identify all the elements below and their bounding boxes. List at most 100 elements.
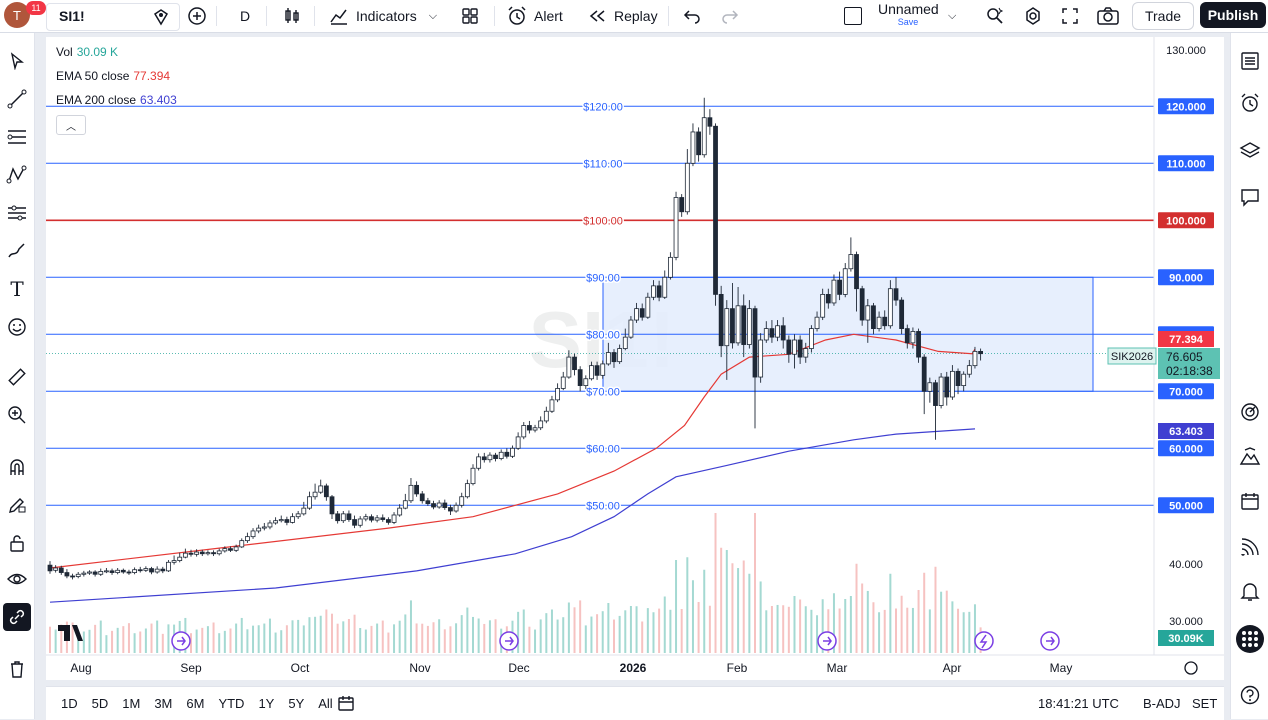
layout-checkbox[interactable] <box>844 0 862 32</box>
emoji-tool[interactable] <box>3 313 31 341</box>
volume-bar <box>398 620 401 653</box>
magnet-tool[interactable] <box>3 453 31 481</box>
text-tool[interactable]: T <box>3 275 31 303</box>
volume-bar <box>297 619 300 653</box>
timeframe-5d-button[interactable]: 5D <box>91 695 109 711</box>
candle <box>673 191 679 261</box>
candle-body <box>865 305 871 321</box>
symbol-watch-icon[interactable] <box>151 7 171 27</box>
publish-button[interactable]: Publish <box>1200 2 1266 28</box>
watchlist-button[interactable] <box>1236 47 1264 75</box>
volume-bar <box>658 608 661 653</box>
candle-body <box>673 197 679 258</box>
timeframe-1m-button[interactable]: 1M <box>122 695 141 711</box>
hide-drawings-tool[interactable] <box>3 565 31 593</box>
volume-bar <box>765 610 768 653</box>
layout-menu-chevron-icon[interactable]: ⌵ <box>948 9 957 22</box>
apps-button[interactable] <box>1236 625 1264 653</box>
axis-settings-icon[interactable] <box>1184 661 1198 675</box>
volume-bar <box>900 595 903 653</box>
snapshot-button[interactable] <box>1096 0 1120 32</box>
target-button[interactable] <box>1236 398 1264 426</box>
level-label: $100.00 <box>583 215 623 227</box>
stay-drawing-tool[interactable] <box>3 491 31 519</box>
layout-name-button[interactable]: Unnamed Save <box>878 1 939 27</box>
trend-line-icon <box>7 89 27 109</box>
sync-drawings-tool[interactable] <box>3 603 31 631</box>
timeframe-3m-button[interactable]: 3M <box>154 695 173 711</box>
redo-button[interactable] <box>720 0 740 32</box>
notifications-button[interactable] <box>1236 577 1264 605</box>
candle <box>628 316 634 339</box>
candle <box>256 524 262 534</box>
adjustment-toggle[interactable]: B-ADJ <box>1143 695 1181 711</box>
candle <box>126 569 132 575</box>
chart-pane[interactable]: SI1! $120.00 $110.00 $100.00 $90.00 $80.00 $7… <box>46 37 1224 680</box>
measure-tool[interactable] <box>3 363 31 391</box>
compare-add-button[interactable] <box>186 0 208 32</box>
undo-button[interactable] <box>682 0 702 32</box>
candle-body <box>205 552 211 555</box>
magic-search-icon <box>987 7 1004 24</box>
chats-button[interactable] <box>1236 183 1264 211</box>
help-button[interactable] <box>1236 681 1264 709</box>
price-chart[interactable]: SI1! $120.00$110.00$100.00$90.00$80.00$7… <box>46 37 1224 680</box>
timeframe-ytd-button[interactable]: YTD <box>218 695 245 711</box>
timeframe-6m-button[interactable]: 6M <box>186 695 205 711</box>
volume-bar <box>404 614 407 653</box>
time-tick-label: Apr <box>943 661 962 675</box>
replay-button[interactable]: Replay <box>588 0 658 32</box>
interval-button[interactable]: D <box>240 8 251 24</box>
brush-tool[interactable] <box>3 237 31 265</box>
chart-type-button[interactable] <box>282 0 302 32</box>
candle <box>730 283 735 349</box>
candle <box>470 464 476 486</box>
object-tree-button[interactable] <box>1236 137 1264 165</box>
ema50-legend[interactable]: EMA 50 close 77.394 <box>56 69 171 83</box>
lock-drawings-tool[interactable] <box>3 529 31 557</box>
settings-button[interactable] <box>1022 0 1044 32</box>
zoom-tool[interactable] <box>3 401 31 429</box>
date-range-button[interactable] <box>336 687 356 719</box>
symbol-search-box[interactable]: SI1! <box>46 3 180 31</box>
legend-collapse-button[interactable]: ︿ <box>56 115 86 135</box>
alerts-button[interactable] <box>1236 89 1264 117</box>
candle <box>323 483 329 501</box>
timeframe-1d-button[interactable]: 1D <box>61 695 78 711</box>
level-axis-tag <box>1158 497 1214 514</box>
fib-tool[interactable] <box>3 123 31 151</box>
calendar-button[interactable] <box>1236 487 1264 515</box>
candle-body <box>684 162 690 213</box>
candle-body <box>256 527 262 532</box>
user-avatar[interactable]: T 11 <box>4 1 46 28</box>
streams-button[interactable] <box>1236 533 1264 561</box>
layout-templates-button[interactable] <box>460 0 480 32</box>
trend-line-tool[interactable] <box>3 85 31 113</box>
volume-legend[interactable]: Vol 30.09 K <box>56 45 119 59</box>
text-t-icon: T <box>10 277 24 301</box>
pattern-tool[interactable] <box>3 161 31 189</box>
timeframe-all-button[interactable]: All <box>318 695 333 711</box>
candle <box>239 538 245 549</box>
fullscreen-button[interactable] <box>1060 0 1080 32</box>
candle-body <box>927 382 933 392</box>
cursor-tool[interactable] <box>3 47 31 75</box>
projection-tool[interactable] <box>3 199 31 227</box>
quick-search-button[interactable] <box>984 0 1006 32</box>
clock-timezone[interactable]: 18:41:21 UTC <box>1038 695 1119 711</box>
ema200-legend[interactable]: EMA 200 close 63.403 <box>56 93 177 107</box>
volume-bar <box>494 619 497 653</box>
alert-button[interactable]: Alert <box>506 0 563 32</box>
eye-icon <box>7 573 27 585</box>
timeframe-1y-button[interactable]: 1Y <box>258 695 275 711</box>
volume-bar <box>917 590 920 653</box>
level-label: $50.00 <box>586 500 620 512</box>
trade-button[interactable]: Trade <box>1132 2 1194 30</box>
ideas-button[interactable] <box>1236 443 1264 471</box>
timeframe-5y-button[interactable]: 5Y <box>288 695 305 711</box>
indicators-button[interactable]: Indicators ⌵ <box>328 0 437 32</box>
session-toggle[interactable]: SET <box>1192 695 1218 711</box>
volume-bar <box>793 596 796 653</box>
candle <box>216 548 222 556</box>
remove-drawings-tool[interactable] <box>3 655 31 683</box>
